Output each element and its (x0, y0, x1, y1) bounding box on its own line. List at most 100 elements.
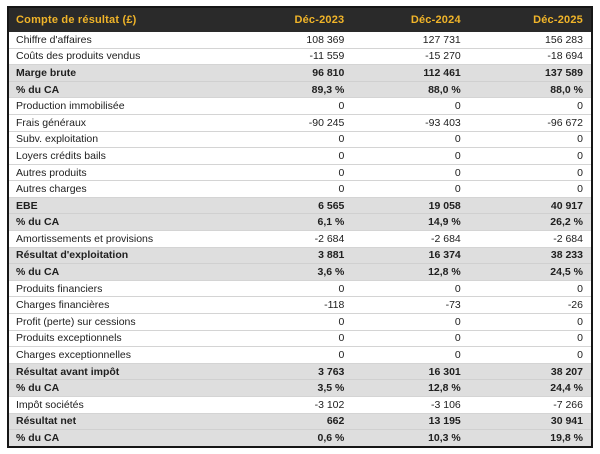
row-value: 662 (230, 412, 353, 430)
row-value: 19 058 (352, 196, 469, 214)
row-value: -2 684 (352, 230, 469, 248)
table-row: Résultat net 662 13 195 30 941 (9, 412, 591, 430)
row-value: 0 (468, 346, 591, 364)
row-value: 0,6 % (230, 429, 353, 446)
row-value: 0 (352, 279, 469, 297)
row-value: 6 565 (230, 196, 353, 214)
row-value: 0 (230, 97, 353, 115)
table-row: Profit (perte) sur cessions 0 0 0 (9, 313, 591, 331)
row-value: 3,5 % (230, 379, 353, 397)
row-value: 0 (352, 313, 469, 331)
table-row: Marge brute 96 810 112 461 137 589 (9, 64, 591, 82)
row-value: 40 917 (468, 196, 591, 214)
row-label: % du CA (9, 213, 231, 231)
row-value: 16 301 (352, 362, 469, 380)
header-title: Compte de résultat (£) (9, 8, 231, 32)
row-label: % du CA (9, 379, 231, 397)
row-label: % du CA (9, 429, 231, 446)
row-value: 127 731 (352, 32, 469, 49)
row-value: 0 (352, 346, 469, 364)
row-value: 0 (352, 329, 469, 347)
row-value: 3 763 (230, 362, 353, 380)
row-value: 0 (230, 130, 353, 148)
row-value: 6,1 % (230, 213, 353, 231)
row-value: 19,8 % (468, 429, 591, 446)
table-row: % du CA 89,3 % 88,0 % 88,0 % (9, 80, 591, 98)
table-row: Produits exceptionnels 0 0 0 (9, 329, 591, 347)
row-label: Profit (perte) sur cessions (9, 313, 231, 331)
row-value: -7 266 (468, 396, 591, 414)
row-value: -18 694 (468, 47, 591, 65)
table-row: Impôt sociétés -3 102 -3 106 -7 266 (9, 396, 591, 414)
table-row: Produits financiers 0 0 0 (9, 279, 591, 297)
row-value: 0 (352, 163, 469, 181)
table-row: Amortissements et provisions -2 684 -2 6… (9, 230, 591, 248)
table-row: Résultat avant impôt 3 763 16 301 38 207 (9, 362, 591, 380)
row-value: 156 283 (468, 32, 591, 49)
row-value: 24,4 % (468, 379, 591, 397)
row-value: 26,2 % (468, 213, 591, 231)
row-value: 16 374 (352, 246, 469, 264)
table-row: Résultat d'exploitation 3 881 16 374 38 … (9, 246, 591, 264)
row-value: 88,0 % (468, 80, 591, 98)
header-col-dec-2025: Déc-2025 (468, 8, 591, 32)
row-value: -3 106 (352, 396, 469, 414)
row-value: -93 403 (352, 113, 469, 132)
row-value: 3,6 % (230, 263, 353, 281)
table-row: Autres produits 0 0 0 (9, 163, 591, 181)
row-label: Production immobilisée (9, 97, 231, 115)
row-value: 0 (468, 329, 591, 347)
table-row: Chiffre d'affaires 108 369 127 731 156 2… (9, 32, 591, 49)
row-value: -90 245 (230, 113, 353, 132)
table-row: Charges financières -118 -73 -26 (9, 296, 591, 314)
table-body: Chiffre d'affaires 108 369 127 731 156 2… (9, 32, 591, 446)
table-row: EBE 6 565 19 058 40 917 (9, 196, 591, 214)
row-value: 0 (230, 279, 353, 297)
row-value: -15 270 (352, 47, 469, 65)
row-label: Subv. exploitation (9, 130, 231, 148)
row-value: 0 (230, 346, 353, 364)
row-label: Chiffre d'affaires (9, 32, 231, 49)
row-value: 0 (468, 97, 591, 115)
row-value: 112 461 (352, 64, 469, 82)
row-value: 0 (468, 130, 591, 148)
header-row: Compte de résultat (£) Déc-2023 Déc-2024… (9, 8, 591, 32)
row-label: % du CA (9, 80, 231, 98)
table-row: % du CA 0,6 % 10,3 % 19,8 % (9, 429, 591, 446)
row-value: 108 369 (230, 32, 353, 49)
row-value: -2 684 (468, 230, 591, 248)
row-value: -73 (352, 296, 469, 314)
row-value: 24,5 % (468, 263, 591, 281)
row-value: 10,3 % (352, 429, 469, 446)
row-value: 0 (352, 130, 469, 148)
row-value: 0 (468, 147, 591, 165)
row-value: 89,3 % (230, 80, 353, 98)
table-row: % du CA 3,5 % 12,8 % 24,4 % (9, 379, 591, 397)
table-row: % du CA 6,1 % 14,9 % 26,2 % (9, 213, 591, 231)
row-value: 30 941 (468, 412, 591, 430)
row-label: Autres charges (9, 180, 231, 198)
table-row: Subv. exploitation 0 0 0 (9, 130, 591, 148)
row-value: 38 207 (468, 362, 591, 380)
row-value: 0 (468, 180, 591, 198)
row-label: Produits exceptionnels (9, 329, 231, 347)
table-row: % du CA 3,6 % 12,8 % 24,5 % (9, 263, 591, 281)
row-label: Charges financières (9, 296, 231, 314)
header-col-dec-2023: Déc-2023 (230, 8, 353, 32)
row-value: 0 (468, 163, 591, 181)
row-label: Produits financiers (9, 279, 231, 297)
row-label: Loyers crédits bails (9, 147, 231, 165)
row-label: Charges exceptionnelles (9, 346, 231, 364)
row-value: -96 672 (468, 113, 591, 132)
table-row: Autres charges 0 0 0 (9, 180, 591, 198)
row-value: 0 (352, 180, 469, 198)
income-statement-table: Compte de résultat (£) Déc-2023 Déc-2024… (9, 8, 591, 446)
row-value: 3 881 (230, 246, 353, 264)
row-label: Frais généraux (9, 113, 231, 132)
row-value: -11 559 (230, 47, 353, 65)
row-label: Résultat net (9, 412, 231, 430)
row-label: Amortissements et provisions (9, 230, 231, 248)
row-value: 0 (352, 97, 469, 115)
row-label: Impôt sociétés (9, 396, 231, 414)
row-value: 12,8 % (352, 379, 469, 397)
